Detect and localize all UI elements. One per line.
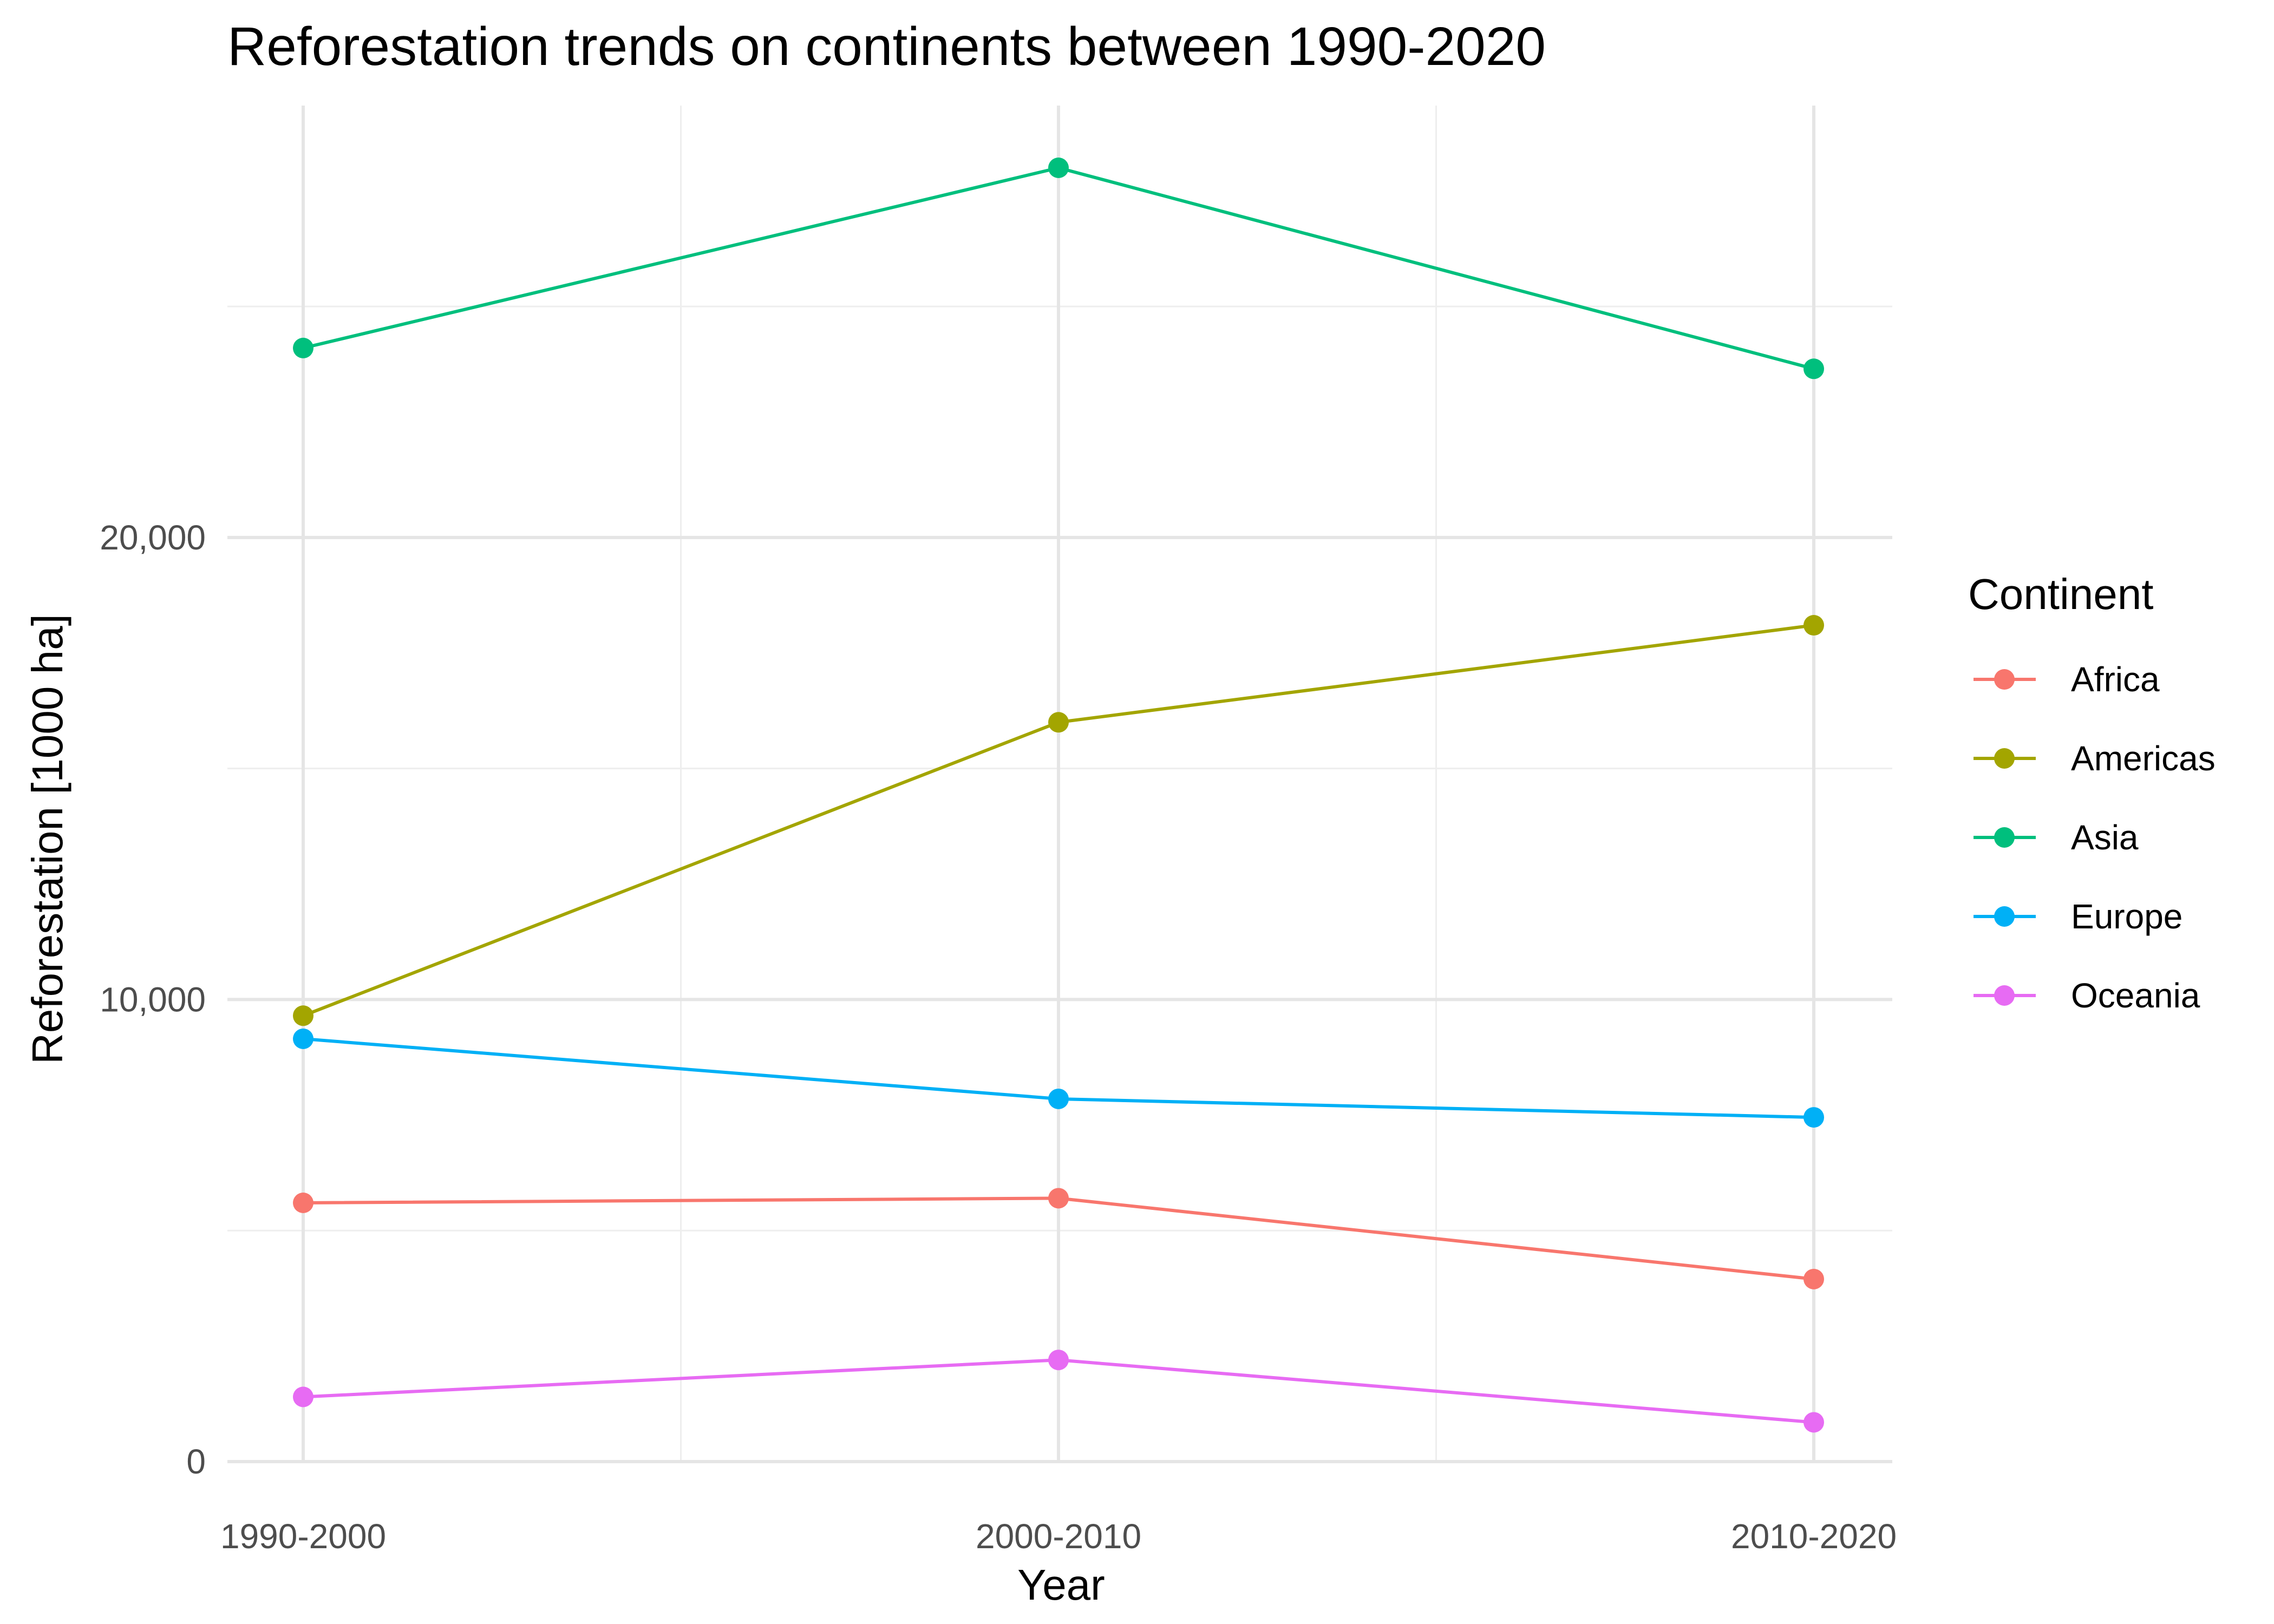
y-tick-label: 0	[186, 1442, 206, 1481]
series-americas	[293, 615, 1824, 1026]
series-oceania	[293, 1350, 1824, 1433]
x-tick-label: 1990-2000	[220, 1517, 386, 1556]
data-point-europe	[293, 1028, 313, 1049]
data-point-asia	[293, 337, 313, 358]
legend-key-point	[1994, 669, 2015, 690]
data-point-oceania	[293, 1386, 313, 1407]
legend-label: Europe	[2071, 897, 2182, 936]
legend-items: Africa Americas Asia Europe Oceania	[1974, 660, 2216, 1015]
legend-key-point	[1994, 985, 2015, 1006]
legend-item-oceania: Oceania	[1974, 976, 2200, 1015]
data-point-europe	[1803, 1107, 1824, 1128]
legend-item-asia: Asia	[1974, 818, 2139, 857]
data-point-asia	[1048, 158, 1069, 178]
data-point-africa	[1048, 1188, 1069, 1209]
legend: Continent Africa Americas Asia Europe Oceani…	[1968, 570, 2216, 1015]
series-asia	[293, 158, 1824, 379]
grid	[227, 106, 1892, 1463]
data-point-asia	[1803, 358, 1824, 379]
data-point-americas	[1048, 712, 1069, 733]
series-africa	[293, 1188, 1824, 1289]
legend-key-point	[1994, 906, 2015, 927]
x-tick-label: 2000-2010	[976, 1517, 1141, 1556]
legend-label: Africa	[2071, 660, 2160, 699]
series-europe	[293, 1028, 1824, 1128]
y-tick-label: 20,000	[100, 518, 206, 557]
y-tick-label: 10,000	[100, 980, 206, 1019]
data-point-africa	[1803, 1268, 1824, 1289]
data-point-oceania	[1803, 1412, 1824, 1433]
chart-title: Reforestation trends on continents betwe…	[227, 16, 1546, 77]
legend-key-point	[1994, 748, 2015, 769]
data-point-africa	[293, 1193, 313, 1213]
data-point-americas	[293, 1005, 313, 1026]
legend-label: Asia	[2071, 818, 2139, 857]
data-point-europe	[1048, 1088, 1069, 1109]
series-group	[293, 158, 1824, 1433]
x-axis-title: Year	[1017, 1561, 1105, 1609]
legend-title: Continent	[1968, 570, 2153, 618]
legend-item-africa: Africa	[1974, 660, 2160, 699]
axes: 0 10,000 20,000 1990-2000 2000-2010 2010-2020	[100, 518, 1897, 1556]
x-tick-label: 2010-2020	[1731, 1517, 1897, 1556]
data-point-oceania	[1048, 1350, 1069, 1371]
legend-item-americas: Americas	[1974, 739, 2216, 778]
legend-label: Oceania	[2071, 976, 2200, 1015]
legend-item-europe: Europe	[1974, 897, 2182, 936]
legend-key-point	[1994, 827, 2015, 848]
y-axis-title: Reforestation [1000 ha]	[23, 614, 71, 1064]
legend-label: Americas	[2071, 739, 2216, 778]
data-point-americas	[1803, 615, 1824, 636]
